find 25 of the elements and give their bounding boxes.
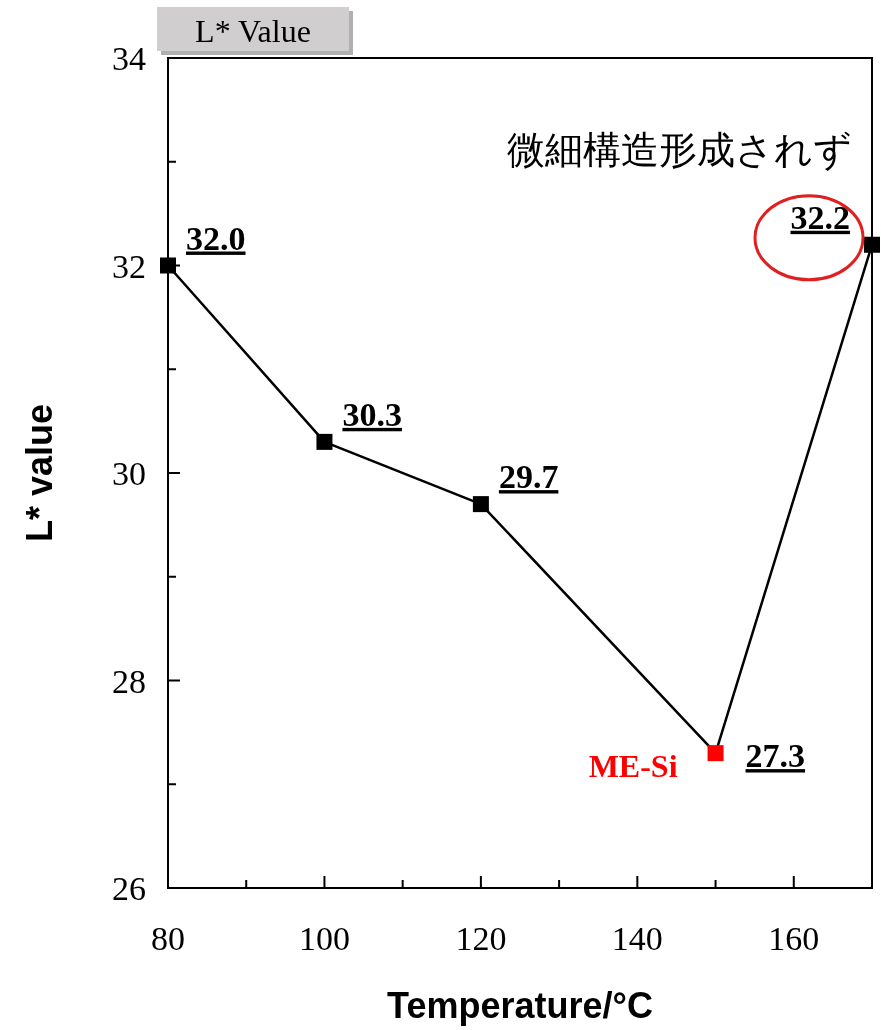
x-tick-label: 140 xyxy=(611,920,663,957)
data-label: 30.3 xyxy=(342,395,402,433)
annotation: 微細構造形成されず xyxy=(507,128,852,171)
point xyxy=(707,745,724,762)
data-label: 32.2 xyxy=(790,198,850,236)
data-label: 29.7 xyxy=(498,458,559,496)
x-tick-label: 100 xyxy=(298,920,350,957)
point xyxy=(160,257,176,274)
x-tick-label: 160 xyxy=(768,920,820,957)
y-tick-label: 26 xyxy=(112,870,146,907)
data-label: 27.3 xyxy=(745,737,806,775)
data-label: 32.0 xyxy=(186,219,246,257)
y-axis-title: L* value xyxy=(19,403,60,543)
y-tick-label: 32 xyxy=(112,247,146,285)
y-tick-label: 34 xyxy=(112,40,146,77)
x-axis-title: Temperature/°C xyxy=(387,985,653,1026)
y-tick-label: 30 xyxy=(112,455,146,492)
annotation: ME-Si xyxy=(588,748,678,785)
point xyxy=(472,496,489,513)
x-tick-label: 120 xyxy=(455,920,507,957)
text: L* Value xyxy=(195,13,311,49)
x-tick-label: 80 xyxy=(151,920,185,957)
point xyxy=(864,236,880,253)
point xyxy=(316,433,333,450)
y-tick-label: 28 xyxy=(112,662,146,700)
